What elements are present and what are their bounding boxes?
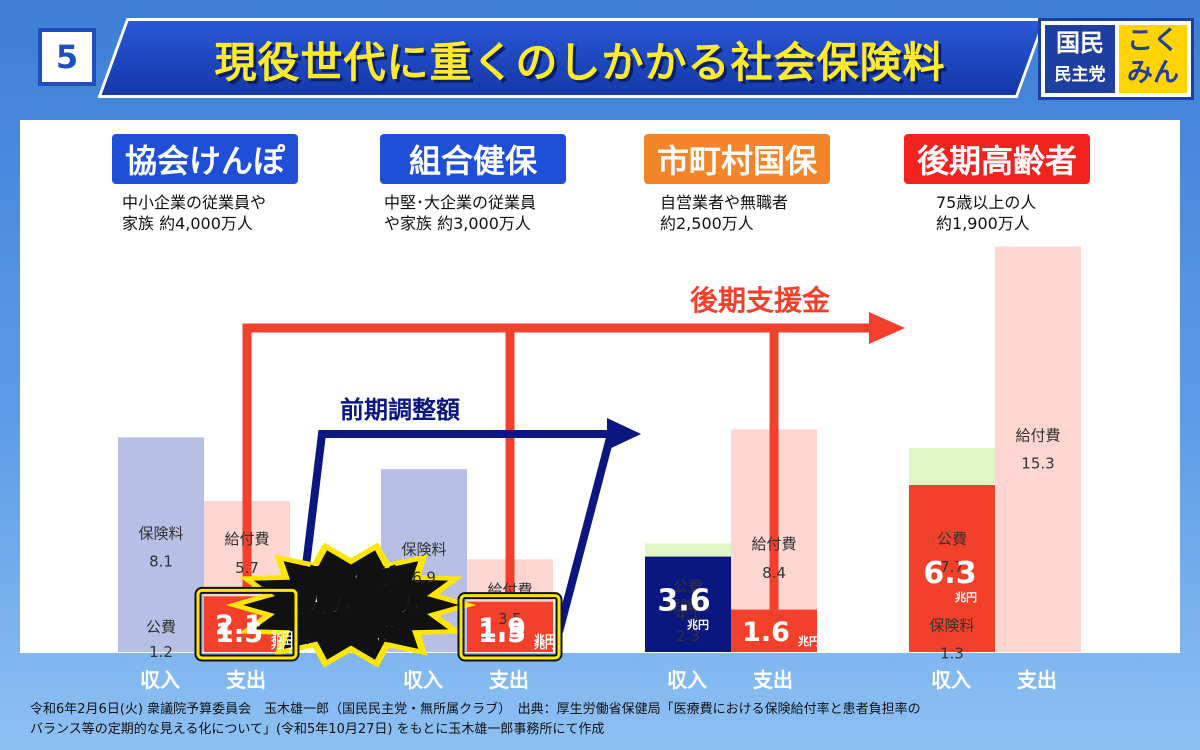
bar-segment	[995, 246, 1081, 653]
segment-value-label: 3.5	[498, 610, 522, 628]
logo-text-1: 国民	[1056, 29, 1104, 57]
flow-value: 6.3	[923, 556, 976, 591]
axis-label-expense: 支出	[226, 668, 266, 692]
slide-number: 5	[38, 28, 96, 86]
logo-text-3: こく	[1126, 26, 1179, 56]
segment-name-label: 給付費	[1015, 427, 1060, 445]
flow-line-zenki-branch	[555, 432, 615, 634]
segment-name-label: 保険料	[929, 617, 974, 635]
category-desc-line: 約2,500万人	[660, 214, 754, 233]
category-label-kyokai: 協会けんぽ	[112, 134, 298, 184]
source-footer: 令和6年2月6日(火) 衆議院予算委員会 玉木雄一郎（国民民主党・無所属クラブ）…	[30, 700, 1180, 740]
logo-right: こく みん	[1119, 25, 1187, 93]
category-desc-kyokai: 中小企業の従業員や 家族 約4,000万人	[122, 192, 322, 234]
flow-value-label: 1.5 兆円	[478, 618, 556, 651]
category-desc-line: 自営業者や無職者	[660, 193, 789, 212]
category-desc-line: や家族 約3,000万人	[384, 214, 531, 233]
flow-value-label: 2.1 兆円	[215, 610, 293, 643]
segment-value-label: 8.4	[762, 564, 786, 582]
flow-value-label: 1.9 兆円	[478, 613, 556, 646]
flow-arrowhead-zenki	[607, 418, 641, 450]
axis-label-income: 収入	[931, 668, 971, 692]
segment-value-label: 8.1	[149, 553, 173, 571]
bar-segment	[467, 601, 553, 652]
segment-name-label: 給付費	[224, 530, 269, 548]
flow-value: 3.6	[657, 583, 710, 618]
footer-line: バランス等の定期的な見える化について」(令和5年10月27日) をもとに玉木雄一…	[30, 722, 605, 737]
logo-text-2: 民主党	[1054, 65, 1106, 85]
axis-label-income: 収入	[667, 668, 707, 692]
category-desc-kouki: 75歳以上の人 約1,900万人	[936, 192, 1086, 234]
segment-value-label: 4.1	[676, 606, 700, 624]
segment-value-label: 1.3	[940, 645, 964, 663]
flow-unit: 兆円	[798, 634, 820, 648]
category-label-kokuho: 市町村国保	[644, 134, 830, 184]
axis-label-expense: 支出	[753, 668, 793, 692]
category-desc-kumiai: 中堅･大企業の従業員 や家族 約3,000万人	[384, 192, 584, 234]
logo-text-4: みん	[1126, 58, 1179, 88]
axis-label-income: 収入	[140, 668, 180, 692]
logo-left: 国民 民主党	[1045, 25, 1115, 93]
axis-label-expense: 支出	[1017, 668, 1057, 692]
flow-value: 2.1	[215, 610, 263, 641]
segment-name-label: 公費	[146, 618, 176, 636]
bar-segment	[645, 556, 731, 652]
flow-label-zenki: 前期調整額	[340, 396, 460, 424]
category-label-kouki: 後期高齢者	[904, 134, 1090, 184]
flow-label-kouki: 後期支援金	[690, 284, 831, 317]
segment-value-label: 5.7	[235, 559, 259, 577]
bar-segment	[909, 485, 995, 652]
category-desc-line: 中小企業の従業員や	[122, 193, 267, 212]
highlight-frame-inner	[459, 594, 561, 660]
category-label-kumiai: 組合健保	[380, 134, 566, 184]
flow-line-kouki	[242, 323, 873, 591]
burst-text: 保険料が	[304, 564, 397, 591]
axis-label-expense: 支出	[489, 668, 529, 692]
segment-value-label: 6.9	[412, 569, 436, 587]
segment-value-label: 15.3	[1021, 455, 1054, 473]
flow-unit: 兆円	[534, 632, 556, 646]
axis-label-income: 収入	[403, 668, 443, 692]
flow-value: 1.9	[478, 613, 526, 644]
segment-name-label: 保険料	[665, 597, 710, 615]
flow-unit: 兆円	[687, 617, 709, 631]
highlight-frame-inner	[196, 588, 298, 660]
bar-segment	[118, 437, 204, 652]
category-desc-kokuho: 自営業者や無職者 約2,500万人	[660, 192, 840, 234]
category-desc-line: 家族 約4,000万人	[122, 214, 253, 233]
footer-line: 令和6年2月6日(火) 衆議院予算委員会 玉木雄一郎（国民民主党・無所属クラブ）…	[30, 702, 921, 717]
burst-text: 他人の赤字の	[281, 592, 420, 619]
flow-value: 1.6	[742, 617, 790, 648]
segment-value-label: 2.3	[676, 627, 700, 645]
party-logo: 国民 民主党 こく みん	[1038, 18, 1194, 100]
header: 5 現役世代に重くのしかかる社会保険料 国民 民主党 こく みん	[0, 0, 1200, 108]
bar-segment	[731, 609, 817, 652]
flow-unit: 兆円	[534, 637, 556, 651]
category-desc-line: 75歳以上の人	[936, 193, 1037, 212]
segment-name-label: 公費	[937, 530, 967, 548]
segment-name-label: 給付費	[751, 535, 796, 553]
flow-value: 1.5	[215, 618, 263, 649]
segment-name-label: 公費	[673, 578, 703, 596]
flow-value: 1.5	[478, 618, 526, 649]
burst-text: 穴埋めに	[305, 620, 397, 647]
flow-unit: 兆円	[271, 629, 293, 643]
labels-layer: 公費1.2保険料8.1給付費5.7保険料6.9給付費3.5公費4.1保険料2.3…	[138, 284, 1060, 663]
segment-name-label: 保険料	[138, 525, 183, 543]
flow-unit: 兆円	[955, 590, 977, 604]
segment-name-label: 保険料	[401, 541, 446, 559]
segment-value-label: 1.2	[149, 643, 173, 661]
flow-value-label: 1.6 兆円	[742, 617, 820, 648]
flow-unit: 兆円	[271, 637, 293, 651]
page-title: 現役世代に重くのしかかる社会保険料	[214, 37, 946, 87]
category-desc-line: 中堅･大企業の従業員	[384, 193, 537, 212]
category-desc-line: 約1,900万人	[936, 214, 1030, 233]
flow-arrowhead-kouki	[869, 312, 905, 344]
segment-value-label: 7.7	[940, 558, 964, 576]
flow-value-label: 1.5 兆円	[215, 618, 293, 651]
